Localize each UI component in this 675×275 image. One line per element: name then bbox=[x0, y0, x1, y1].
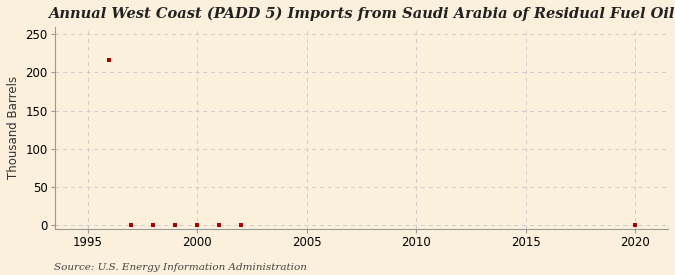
Y-axis label: Thousand Barrels: Thousand Barrels bbox=[7, 76, 20, 179]
Point bbox=[213, 223, 224, 227]
Point bbox=[236, 223, 246, 227]
Text: Source: U.S. Energy Information Administration: Source: U.S. Energy Information Administ… bbox=[54, 263, 307, 272]
Point bbox=[630, 223, 641, 227]
Point bbox=[170, 223, 181, 227]
Title: Annual West Coast (PADD 5) Imports from Saudi Arabia of Residual Fuel Oil: Annual West Coast (PADD 5) Imports from … bbox=[48, 7, 674, 21]
Point bbox=[148, 223, 159, 227]
Point bbox=[192, 223, 202, 227]
Point bbox=[104, 58, 115, 62]
Point bbox=[126, 223, 137, 227]
